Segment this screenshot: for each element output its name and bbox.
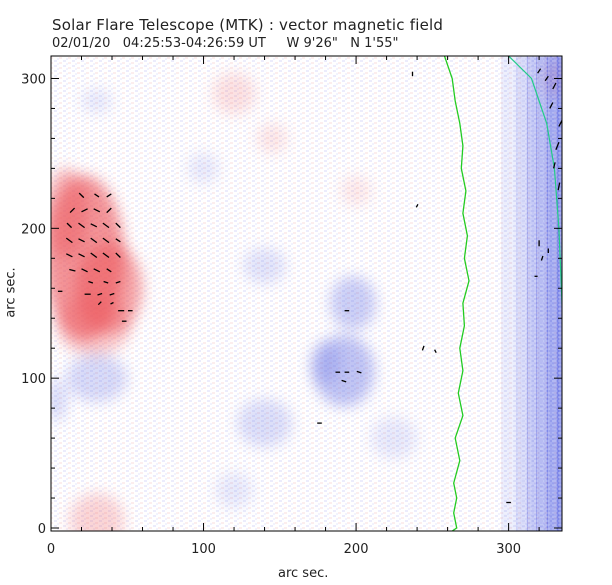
field-vector-25 [106, 268, 112, 273]
field-vector-59 [540, 255, 544, 261]
field-vector-51 [552, 82, 557, 90]
polarity-patches [51, 60, 562, 531]
field-vector-17 [66, 253, 73, 258]
limb-contour [443, 56, 470, 531]
y-tick-label: 0 [38, 522, 46, 537]
field-vector-4 [81, 208, 88, 213]
limb-band-strip-3 [536, 56, 548, 531]
field-vector-1 [94, 193, 100, 198]
field-vector-11 [115, 222, 121, 229]
field-vector-12 [65, 237, 73, 244]
x-tick-label: 0 [47, 542, 55, 557]
x-tick-label: 200 [344, 542, 369, 557]
negative-patch-12 [237, 399, 293, 448]
field-vector-2 [106, 193, 112, 198]
y-tick-label: 100 [21, 372, 46, 387]
field-vector-41 [356, 370, 362, 374]
negative-patch-10 [330, 276, 376, 331]
field-vector-19 [90, 252, 98, 259]
field-vector-28 [115, 280, 121, 284]
field-vector-16 [115, 238, 121, 243]
negative-patch-15 [243, 247, 286, 284]
negative-patch-11 [310, 342, 341, 385]
transverse-field-vectors [57, 68, 562, 504]
limb-band [500, 56, 562, 531]
negative-patch-16 [188, 153, 219, 184]
field-vector-15 [102, 237, 110, 244]
field-vector-30 [97, 292, 103, 296]
field-vector-20 [102, 252, 110, 259]
x-tick-label: 300 [496, 542, 521, 557]
positive-patch-5 [212, 72, 256, 115]
negative-patch-17 [215, 472, 253, 509]
field-vector-55 [552, 162, 556, 169]
field-vector-53 [558, 120, 562, 127]
field-vector-6 [106, 207, 112, 214]
positive-patch-7 [340, 175, 372, 206]
limb-band-strip-5 [557, 56, 562, 531]
field-vector-9 [90, 223, 98, 228]
x-tick-label: 100 [191, 542, 216, 557]
field-vector-14 [90, 237, 98, 244]
limb-band-strip-0 [500, 56, 518, 531]
limb-band-strip-4 [546, 56, 559, 531]
positive-patch-2 [51, 168, 88, 259]
figure-subtitle: 02/01/20 04:25:53-04:26:59 UT W 9'26" N … [52, 36, 399, 51]
field-vector-24 [93, 268, 101, 273]
field-vector-32 [97, 301, 102, 306]
negative-patch-14 [51, 379, 67, 422]
figure-title: Solar Flare Telescope (MTK) : vector mag… [52, 16, 444, 34]
field-vector-49 [537, 68, 542, 74]
field-vector-8 [78, 222, 85, 229]
axis-ticks: 0 100 200 300 0 100 200 300 [21, 56, 562, 557]
limb-band-strip-1 [516, 56, 528, 531]
field-vector-44 [421, 345, 425, 351]
field-vector-23 [81, 268, 88, 273]
field-vector-46 [415, 203, 419, 208]
field-vector-56 [557, 182, 561, 191]
negative-patch-18 [371, 417, 418, 460]
field-vector-45 [434, 349, 437, 354]
field-vector-33 [110, 301, 114, 305]
negative-patch-13 [66, 354, 128, 403]
field-vector-31 [109, 292, 115, 296]
x-axis-label: arc sec. [278, 566, 329, 581]
positive-patch-3 [57, 295, 131, 356]
field-vector-10 [102, 222, 110, 229]
y-tick-label: 300 [21, 72, 46, 87]
field-vector-50 [544, 75, 549, 82]
field-vector-52 [549, 102, 554, 109]
field-vector-18 [78, 253, 85, 258]
y-tick-label: 200 [21, 222, 46, 237]
y-axis-label: arc sec. [3, 267, 19, 318]
field-vector-22 [69, 268, 76, 272]
field-vector-42 [341, 379, 347, 383]
field-vector-3 [69, 207, 76, 214]
plot-frame [50, 55, 563, 532]
field-vector-54 [555, 141, 560, 150]
field-vector-0 [78, 192, 85, 199]
positive-patch-4 [69, 493, 125, 531]
field-vector-13 [78, 238, 85, 243]
field-vector-27 [103, 280, 109, 284]
negative-patch-19 [81, 88, 113, 113]
field-vector-26 [88, 280, 94, 284]
field-vector-21 [115, 252, 121, 258]
field-vector-5 [93, 208, 101, 213]
limb-band-strip-2 [526, 56, 538, 531]
field-vector-7 [66, 222, 73, 229]
positive-patch-6 [256, 123, 288, 154]
limb-edge-line [508, 56, 562, 334]
